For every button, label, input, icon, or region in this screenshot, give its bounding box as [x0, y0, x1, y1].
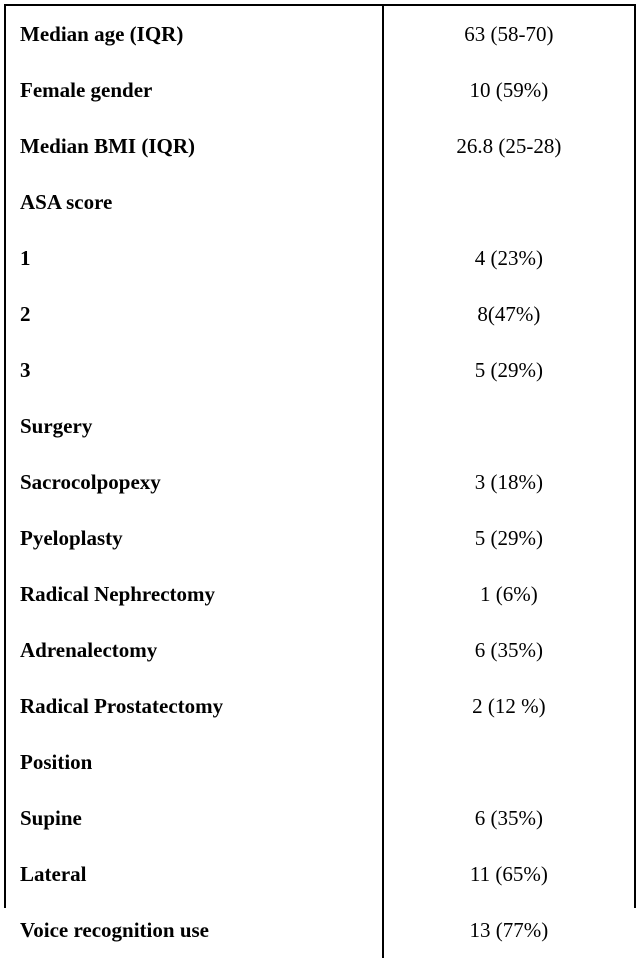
table-row: 35 (29%) — [6, 342, 634, 398]
row-label: 2 — [6, 286, 383, 342]
row-label: 3 — [6, 342, 383, 398]
row-label: Radical Nephrectomy — [6, 566, 383, 622]
row-value — [383, 398, 634, 454]
row-value: 8(47%) — [383, 286, 634, 342]
table-row: Pyeloplasty5 (29%) — [6, 510, 634, 566]
table-row: Position — [6, 734, 634, 790]
row-label: Median age (IQR) — [6, 6, 383, 62]
table-row: Radical Prostatectomy2 (12 %) — [6, 678, 634, 734]
table-row: Female gender10 (59%) — [6, 62, 634, 118]
row-value: 4 (23%) — [383, 230, 634, 286]
table-row: Adrenalectomy6 (35%) — [6, 622, 634, 678]
table-row: 14 (23%) — [6, 230, 634, 286]
table-row: Median age (IQR)63 (58-70) — [6, 6, 634, 62]
row-label: Radical Prostatectomy — [6, 678, 383, 734]
row-label: Sacrocolpopexy — [6, 454, 383, 510]
row-label: Median BMI (IQR) — [6, 118, 383, 174]
demographics-table: Median age (IQR)63 (58-70)Female gender1… — [6, 6, 634, 958]
table-row: Sacrocolpopexy3 (18%) — [6, 454, 634, 510]
row-label: Adrenalectomy — [6, 622, 383, 678]
row-value: 6 (35%) — [383, 790, 634, 846]
row-label: Surgery — [6, 398, 383, 454]
table-row: Lateral11 (65%) — [6, 846, 634, 902]
table-row: Radical Nephrectomy1 (6%) — [6, 566, 634, 622]
row-value: 63 (58-70) — [383, 6, 634, 62]
row-label: 1 — [6, 230, 383, 286]
row-value: 13 (77%) — [383, 902, 634, 958]
table-row: Median BMI (IQR)26.8 (25-28) — [6, 118, 634, 174]
row-label: Position — [6, 734, 383, 790]
row-label: Female gender — [6, 62, 383, 118]
table-row: Surgery — [6, 398, 634, 454]
row-label: Voice recognition use — [6, 902, 383, 958]
table-row: Supine6 (35%) — [6, 790, 634, 846]
table-container: Median age (IQR)63 (58-70)Female gender1… — [4, 4, 636, 908]
row-value: 6 (35%) — [383, 622, 634, 678]
row-label: ASA score — [6, 174, 383, 230]
row-label: Lateral — [6, 846, 383, 902]
row-value — [383, 734, 634, 790]
table-row: 28(47%) — [6, 286, 634, 342]
row-value: 2 (12 %) — [383, 678, 634, 734]
row-value: 1 (6%) — [383, 566, 634, 622]
row-value: 26.8 (25-28) — [383, 118, 634, 174]
table-row: ASA score — [6, 174, 634, 230]
row-label: Pyeloplasty — [6, 510, 383, 566]
table-row: Voice recognition use13 (77%) — [6, 902, 634, 958]
row-value — [383, 174, 634, 230]
row-value: 5 (29%) — [383, 510, 634, 566]
row-value: 5 (29%) — [383, 342, 634, 398]
row-label: Supine — [6, 790, 383, 846]
table-body: Median age (IQR)63 (58-70)Female gender1… — [6, 6, 634, 958]
row-value: 10 (59%) — [383, 62, 634, 118]
row-value: 11 (65%) — [383, 846, 634, 902]
row-value: 3 (18%) — [383, 454, 634, 510]
